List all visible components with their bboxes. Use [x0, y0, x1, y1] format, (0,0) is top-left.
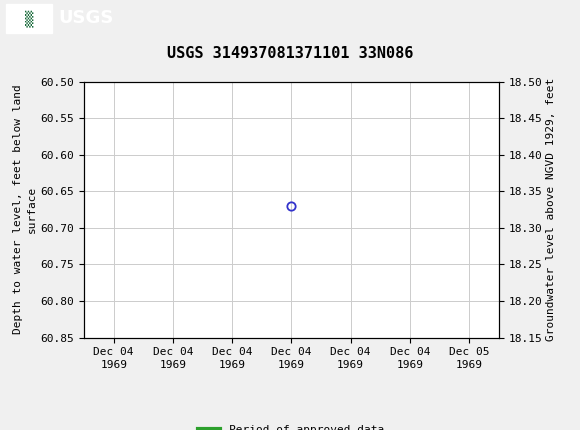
Text: USGS: USGS	[58, 9, 113, 27]
Y-axis label: Depth to water level, feet below land
surface: Depth to water level, feet below land su…	[13, 85, 37, 335]
Y-axis label: Groundwater level above NGVD 1929, feet: Groundwater level above NGVD 1929, feet	[546, 78, 556, 341]
Text: ▒: ▒	[25, 10, 33, 27]
Text: USGS 314937081371101 33N086: USGS 314937081371101 33N086	[167, 46, 413, 61]
FancyBboxPatch shape	[6, 3, 52, 33]
Legend: Period of approved data: Period of approved data	[194, 421, 389, 430]
